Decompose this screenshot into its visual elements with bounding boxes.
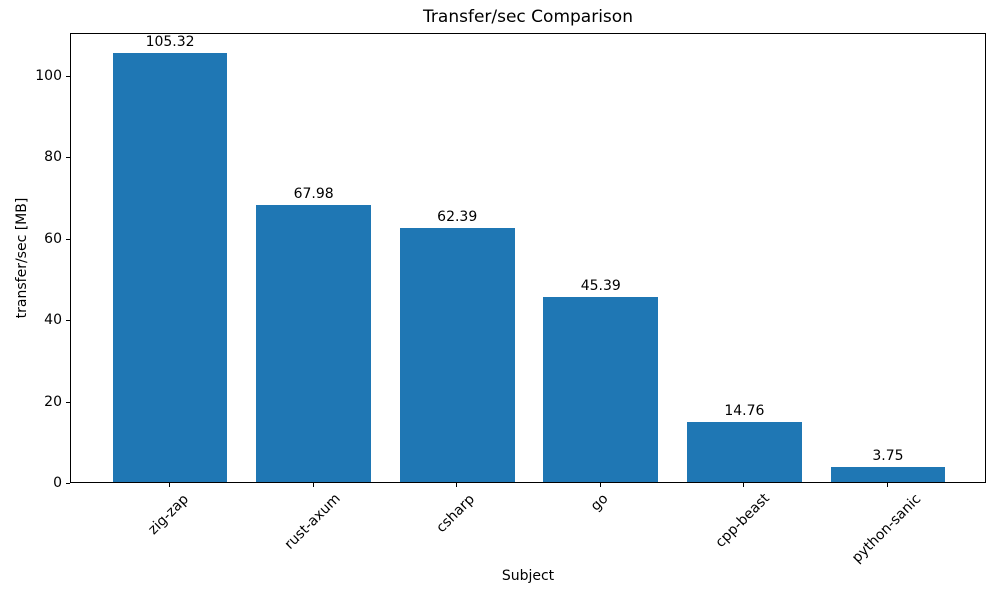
y-tick-mark xyxy=(66,157,70,158)
plot-area: 105.32 67.98 62.39 45.39 14.76 3.75 xyxy=(70,33,986,483)
x-tick-mark xyxy=(743,483,744,487)
bar-rust-axum xyxy=(256,205,372,482)
bar-value-label: 14.76 xyxy=(724,402,765,419)
y-tick-label: 60 xyxy=(44,231,62,247)
y-tick-mark xyxy=(66,76,70,77)
x-tick-mark xyxy=(313,483,314,487)
y-tick-mark xyxy=(66,483,70,484)
x-tick-label: go xyxy=(587,490,612,515)
y-tick-label: 20 xyxy=(44,394,62,410)
x-tick-mark xyxy=(600,483,601,487)
y-axis-label: transfer/sec [MB] xyxy=(14,197,30,319)
x-tick-mark xyxy=(887,483,888,487)
y-tick-label: 0 xyxy=(53,475,62,491)
x-tick-label: python-sanic xyxy=(848,490,925,567)
chart-title: Transfer/sec Comparison xyxy=(423,7,633,27)
y-tick-label: 40 xyxy=(44,312,62,328)
x-axis-label: Subject xyxy=(501,568,555,584)
bar-zig-zap xyxy=(112,53,228,482)
y-tick-mark xyxy=(66,239,70,240)
y-tick-label: 80 xyxy=(44,149,62,165)
bar-value-label: 67.98 xyxy=(293,186,334,203)
bar-value-label: 62.39 xyxy=(437,209,478,226)
x-tick-label: cpp-beast xyxy=(712,490,774,552)
x-tick-label: zig-zap xyxy=(145,490,193,538)
bar-go xyxy=(543,297,659,482)
x-tick-label: rust-axum xyxy=(281,491,344,554)
y-tick-label: 100 xyxy=(35,68,62,84)
bar-value-label: 3.75 xyxy=(872,447,904,464)
bar-value-label: 45.39 xyxy=(580,278,621,295)
bar-value-label: 105.32 xyxy=(145,34,195,51)
x-tick-mark xyxy=(456,483,457,487)
y-tick-mark xyxy=(66,402,70,403)
x-tick-label: csharp xyxy=(433,490,479,536)
y-tick-mark xyxy=(66,320,70,321)
bar-csharp xyxy=(399,228,515,482)
bar-python-sanic xyxy=(830,466,946,482)
bar-cpp-beast xyxy=(686,421,802,482)
x-tick-mark xyxy=(169,483,170,487)
